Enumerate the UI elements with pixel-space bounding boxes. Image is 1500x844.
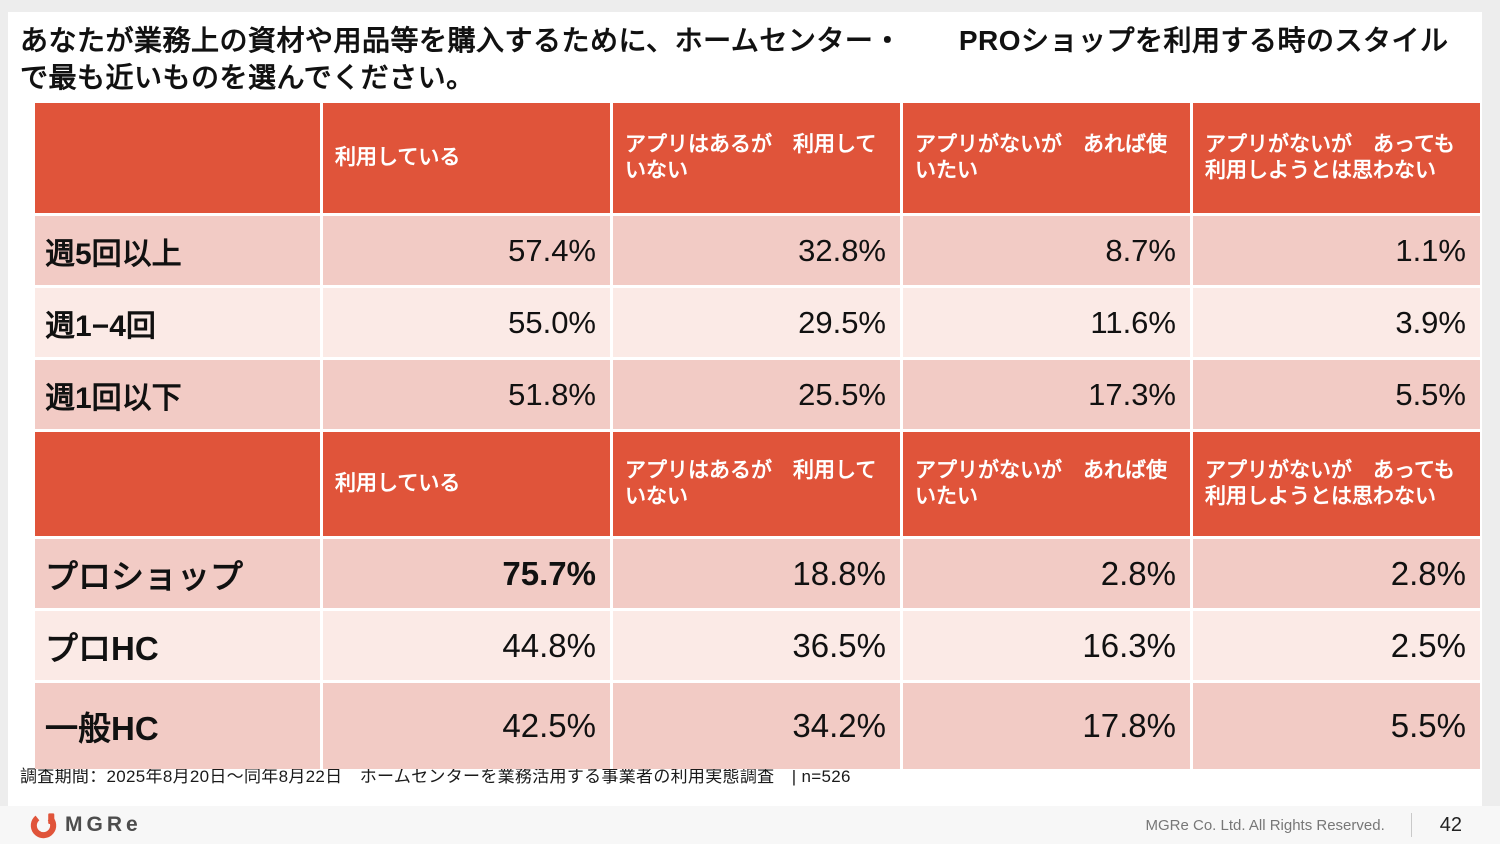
slide-canvas: あなたが業務上の資材や用品等を購入するために、ホームセンター・ PROショップを… (8, 12, 1482, 806)
value-cell: 25.5% (613, 360, 900, 429)
value-cell: 3.9% (1193, 288, 1480, 357)
brand-logo: MGRe (30, 812, 142, 839)
row-label: 週1回以下 (35, 360, 320, 429)
value-cell: 17.8% (903, 683, 1190, 769)
row-label: プロショップ (35, 539, 320, 608)
copyright-text: MGRe Co. Ltd. All Rights Reserved. (1145, 816, 1385, 834)
column-header-using: 利用している (323, 103, 610, 213)
value-cell: 36.5% (613, 611, 900, 680)
value-cell: 2.8% (903, 539, 1190, 608)
row-label: プロHC (35, 611, 320, 680)
value-cell: 51.8% (323, 360, 610, 429)
value-cell: 18.8% (613, 539, 900, 608)
brand-name: MGRe (65, 813, 142, 836)
value-cell: 55.0% (323, 288, 610, 357)
value-cell: 57.4% (323, 216, 610, 285)
value-cell: 32.8% (613, 216, 900, 285)
value-cell: 1.1% (1193, 216, 1480, 285)
row-label: 週5回以上 (35, 216, 320, 285)
footer-bar: MGRe MGRe Co. Ltd. All Rights Reserved. … (0, 806, 1500, 844)
row-label: 週1−4回 (35, 288, 320, 357)
column-header-no-app-want: アプリがないが あれば使いたい (903, 103, 1190, 213)
footer-right-group: MGRe Co. Ltd. All Rights Reserved. 42 (1145, 813, 1462, 837)
store-table-corner-cell (35, 432, 320, 536)
frequency-table: 利用している アプリはあるが 利用していない アプリがないが あれば使いたい ア… (35, 103, 1480, 429)
column-header-has-app-not-using: アプリはあるが 利用していない (613, 432, 900, 536)
page-title: あなたが業務上の資材や用品等を購入するために、ホームセンター・ PROショップを… (20, 25, 1449, 93)
value-cell: 5.5% (1193, 360, 1480, 429)
tables-container: 利用している アプリはあるが 利用していない アプリがないが あれば使いたい ア… (35, 103, 1480, 769)
value-cell: 16.3% (903, 611, 1190, 680)
column-header-using: 利用している (323, 432, 610, 536)
value-cell: 44.8% (323, 611, 610, 680)
mgre-logo-icon (30, 812, 57, 839)
row-label: 一般HC (35, 683, 320, 769)
value-cell: 2.5% (1193, 611, 1480, 680)
value-cell: 2.8% (1193, 539, 1480, 608)
store-type-table: 利用している アプリはあるが 利用していない アプリがないが あれば使いたい ア… (35, 432, 1480, 769)
footer-divider (1410, 813, 1412, 837)
value-cell: 42.5% (323, 683, 610, 769)
column-header-has-app-not-using: アプリはあるが 利用していない (613, 103, 900, 213)
survey-footnote: 調査期間：2025年8月20日～同年8月22日 ホームセンターを業務活用する事業… (20, 767, 851, 786)
column-header-no-app-dont-want: アプリがないが あっても利用しようとは思わない (1193, 432, 1480, 536)
value-cell-highlight: 75.7% (323, 539, 610, 608)
column-header-no-app-want: アプリがないが あれば使いたい (903, 432, 1190, 536)
column-header-no-app-dont-want: アプリがないが あっても利用しようとは思わない (1193, 103, 1480, 213)
page-number: 42 (1439, 813, 1462, 836)
value-cell: 29.5% (613, 288, 900, 357)
value-cell: 8.7% (903, 216, 1190, 285)
frequency-table-corner-cell (35, 103, 320, 213)
value-cell: 34.2% (613, 683, 900, 769)
value-cell: 11.6% (903, 288, 1190, 357)
value-cell: 5.5% (1193, 683, 1480, 769)
value-cell: 17.3% (903, 360, 1190, 429)
